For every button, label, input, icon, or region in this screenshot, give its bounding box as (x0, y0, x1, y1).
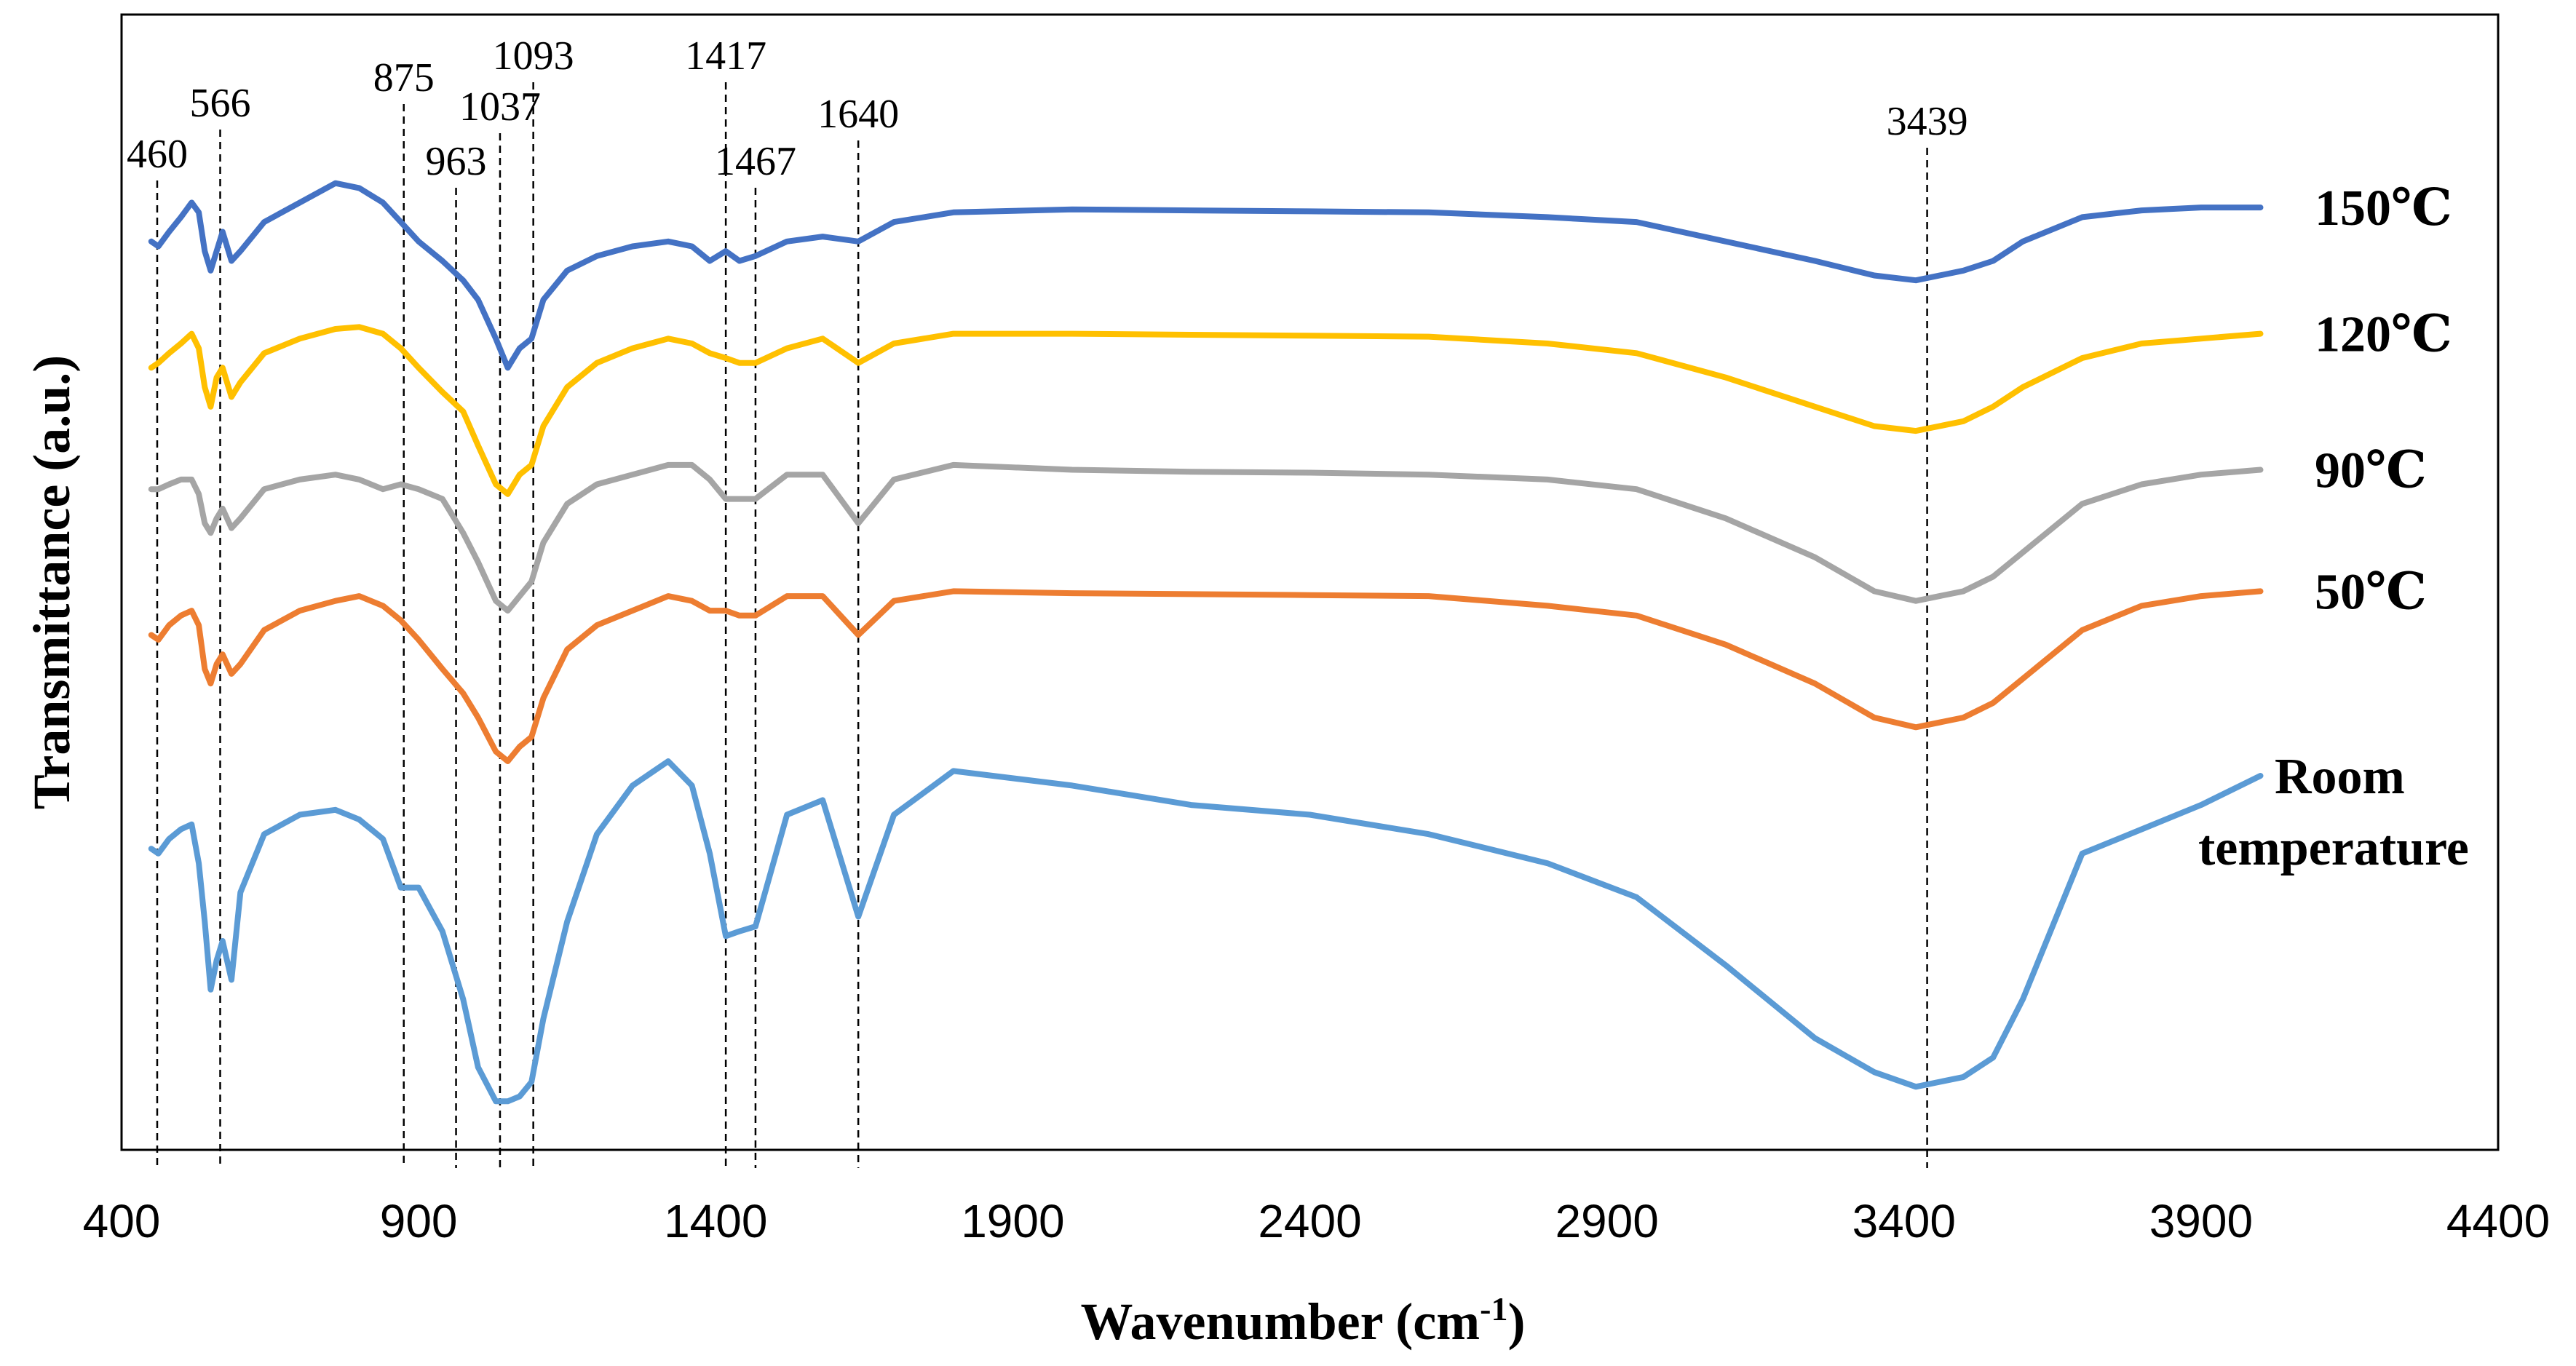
x-axis-title: Wavenumber (cm-1) (1081, 1290, 1526, 1351)
series-label: 90℃ (2315, 443, 2427, 499)
peak-label: 3439 (1887, 99, 1968, 144)
y-axis-title: Transmittance (a.u.) (23, 355, 81, 810)
series-line (148, 588, 2264, 764)
series-line (148, 758, 2264, 1105)
x-tick-label: 4400 (2446, 1195, 2550, 1247)
peak-reference-lines (156, 82, 1928, 1168)
x-tick-label: 400 (83, 1195, 161, 1247)
series-line (148, 180, 2264, 371)
series-line (148, 324, 2264, 497)
peak-label: 566 (189, 81, 250, 126)
series-lines (148, 180, 2264, 1105)
series-label: Room (2275, 749, 2405, 805)
x-tick-label: 3400 (1852, 1195, 1956, 1247)
x-tick-label: 3900 (2149, 1195, 2253, 1247)
peak-label: 1467 (715, 139, 796, 184)
series-label: 150℃ (2315, 180, 2452, 237)
peak-label: 875 (373, 55, 435, 100)
x-tick-label: 1900 (961, 1195, 1064, 1247)
series-label: 50℃ (2315, 564, 2427, 620)
peak-label: 1640 (817, 92, 899, 137)
peak-label: 1093 (493, 33, 574, 79)
peak-label: 963 (426, 139, 487, 184)
peak-label: 1417 (685, 33, 766, 79)
x-tick-label: 2900 (1555, 1195, 1658, 1247)
peak-label: 460 (127, 132, 188, 177)
series-line (148, 461, 2264, 614)
plot-frame (120, 13, 2500, 1151)
x-tick-label: 900 (380, 1195, 458, 1247)
x-tick-label: 1400 (664, 1195, 767, 1247)
series-label: 120℃ (2315, 307, 2452, 363)
x-axis-ticks: 400 900 1400 1900 2400 2900 3400 3900 4400 (83, 1195, 2551, 1247)
series-labels: 150℃ 120℃ 90℃ 50℃ Room temperature (2198, 180, 2469, 876)
x-tick-label: 2400 (1258, 1195, 1361, 1247)
peak-label: 1037 (459, 84, 541, 130)
series-label: temperature (2198, 820, 2469, 876)
